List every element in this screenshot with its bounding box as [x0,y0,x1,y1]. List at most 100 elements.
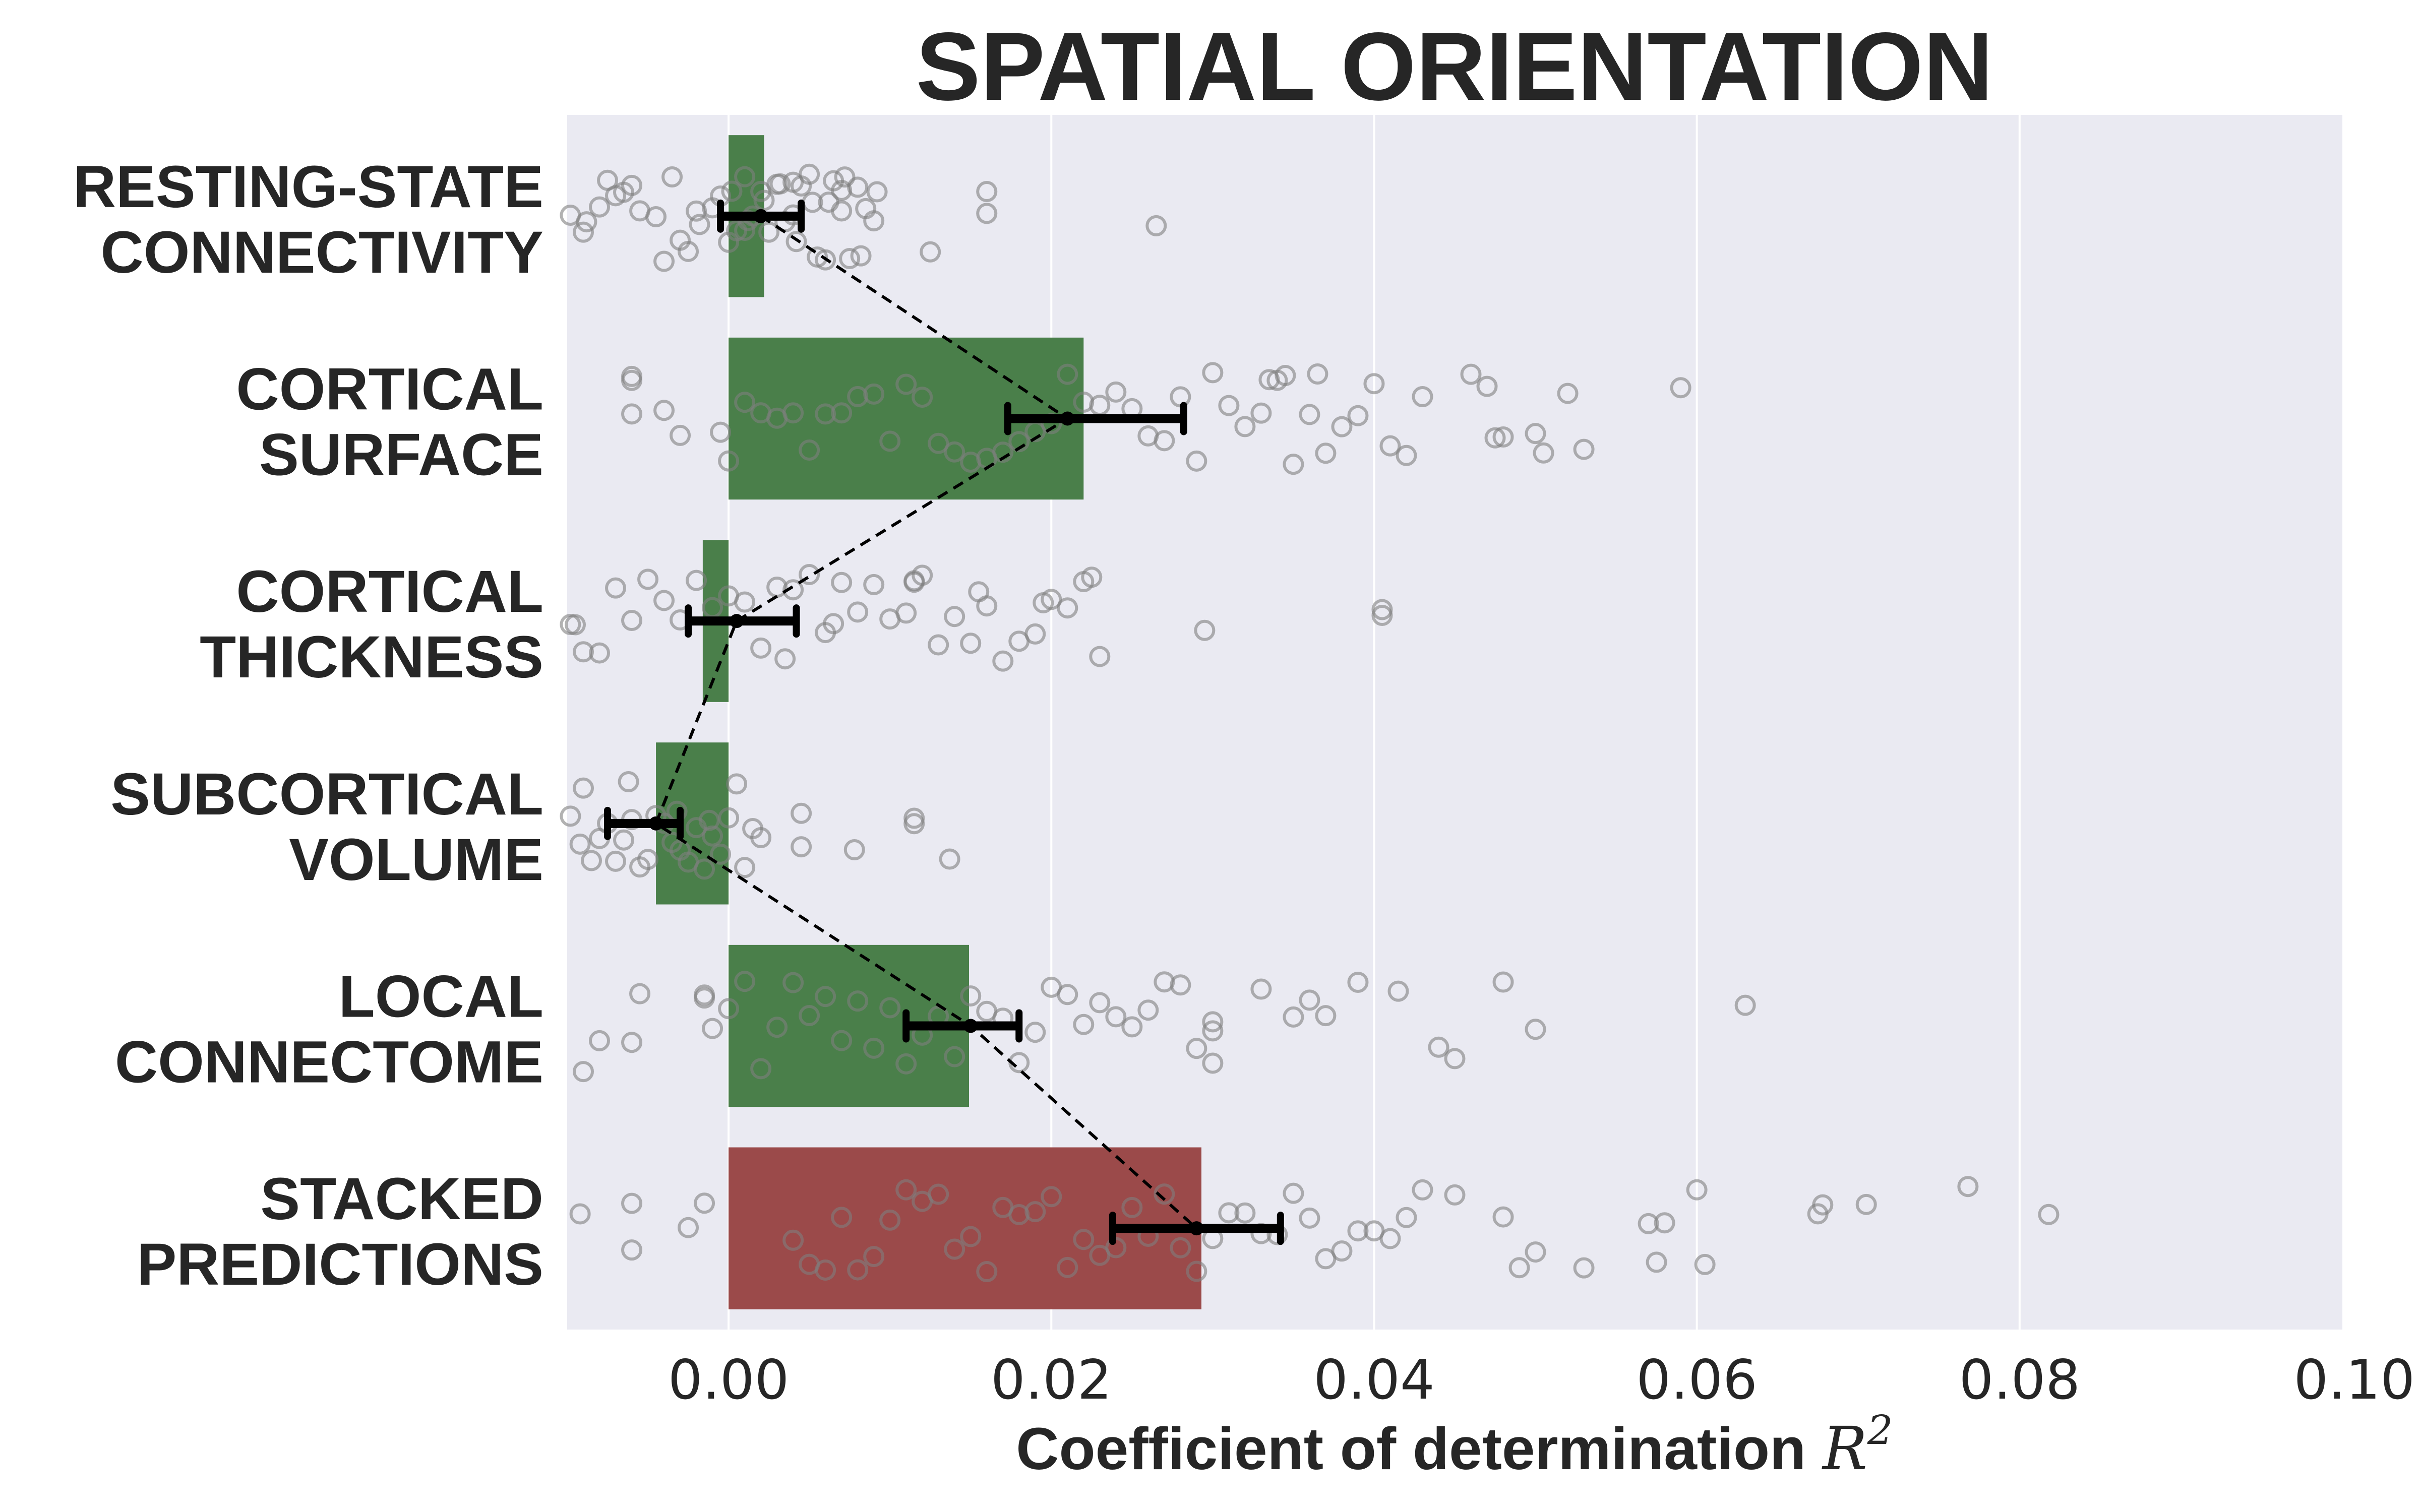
point-5-43 [1396,1207,1417,1228]
chart-title: SPATIAL ORIENTATION [916,12,1993,120]
point-1-15 [863,383,885,405]
mean-line [654,215,1198,1230]
point-5-54 [1694,1253,1716,1275]
point-1-47 [1379,435,1401,457]
point-0-8 [689,214,710,235]
point-1-35 [1186,450,1207,472]
point-1-43 [1315,443,1337,464]
point-4-6 [702,1018,723,1039]
point-1-3 [653,400,675,421]
point-1-54 [1525,423,1546,445]
point-5-2 [621,1239,643,1261]
point-5-52 [1654,1212,1675,1234]
point-1-51 [1476,375,1498,397]
x-axis-label: Coefficient of determination R2 [1016,1407,1893,1483]
point-0-5 [645,206,667,228]
point-5-22 [1057,1256,1078,1278]
point-5-46 [1492,1206,1514,1228]
point-0-6 [661,166,683,187]
point-1-41 [1283,454,1304,475]
grid-lines [728,115,2021,1330]
mean-marker-3 [649,816,663,831]
point-2-6 [653,590,675,611]
point-0-34 [686,200,707,222]
point-2-8 [686,570,707,591]
point-3-29 [939,848,960,870]
point-4-47 [1444,1048,1466,1069]
x-axis-label-superscript: 2 [1867,1407,1893,1454]
point-2-40 [1371,604,1393,626]
x-tick-label-5: 0.10 [2294,1349,2415,1412]
point-2-29 [1024,623,1046,645]
point-2-43 [774,648,796,670]
point-4-46 [1428,1036,1449,1058]
point-3-2 [581,850,602,871]
point-1-36 [1202,362,1224,384]
point-5-45 [1444,1184,1466,1206]
point-1-58 [1670,377,1691,399]
point-4-35 [1170,974,1191,996]
x-tick-label-1: 0.02 [991,1349,1112,1412]
x-tick-label-4: 0.08 [1959,1349,2080,1412]
point-2-12 [750,637,772,659]
point-4-9 [750,1058,772,1080]
point-1-18 [912,387,933,408]
point-1-37 [1218,395,1240,416]
point-5-26 [1121,1196,1143,1218]
point-0-46 [976,203,998,224]
point-2-35 [903,570,925,592]
point-5-5 [782,1229,804,1251]
point-2-15 [799,563,820,585]
category-labels: RESTING-STATECONNECTIVITYCORTICALSURFACE… [73,154,543,1298]
mean-marker-0 [754,209,768,223]
point-0-44 [866,181,888,203]
point-2-4 [621,610,643,632]
x-tick-label-2: 0.04 [1313,1349,1434,1412]
point-2-17 [831,572,853,593]
x-axis-label-text: Coefficient of determination [1016,1416,1806,1482]
point-4-7 [718,998,740,1020]
point-5-37 [1299,1207,1320,1229]
x-tick-labels: 0.00 0.02 0.04 0.06 0.08 0.10 [668,1349,2415,1412]
point-4-12 [799,1004,820,1026]
point-5-3 [678,1217,699,1238]
point-2-19 [863,574,885,595]
point-4-13 [815,986,836,1007]
category-label-3-line2: VOLUME [289,827,543,893]
mean-marker-1 [1060,411,1075,426]
x-tick-label-0: 0.00 [668,1349,789,1412]
point-1-2 [621,365,643,387]
point-5-15 [944,1238,965,1260]
point-1-50 [1460,363,1482,385]
point-2-37 [1033,592,1054,613]
point-5-53 [1686,1179,1708,1201]
point-5-10 [863,1246,885,1268]
point-3-26 [843,839,865,861]
point-5-57 [1855,1193,1877,1215]
category-label-4-line1: LOCAL [339,964,543,1030]
point-4-43 [1315,1005,1337,1027]
point-2-24 [944,606,965,627]
point-5-42 [1379,1228,1401,1249]
category-label-2-line1: CORTICAL [236,558,543,625]
point-5-7 [815,1259,836,1281]
point-5-32 [1218,1202,1240,1224]
point-5-16 [960,1226,982,1247]
point-3-33 [698,809,720,831]
point-0-41 [818,192,839,213]
point-5-39 [1331,1240,1353,1262]
point-4-28 [1057,984,1078,1005]
point-2-1 [573,641,594,663]
point-3-24 [791,802,812,824]
x-tick-label-3: 0.06 [1636,1349,1757,1412]
point-1-13 [831,402,853,424]
point-4-10 [766,1017,788,1038]
point-0-39 [785,231,807,253]
point-1-5 [710,421,732,443]
point-1-46 [1363,373,1385,395]
point-3-18 [710,843,732,865]
point-1-45 [1347,405,1369,426]
mean-marker-4 [963,1019,978,1033]
point-3-23 [750,827,772,848]
